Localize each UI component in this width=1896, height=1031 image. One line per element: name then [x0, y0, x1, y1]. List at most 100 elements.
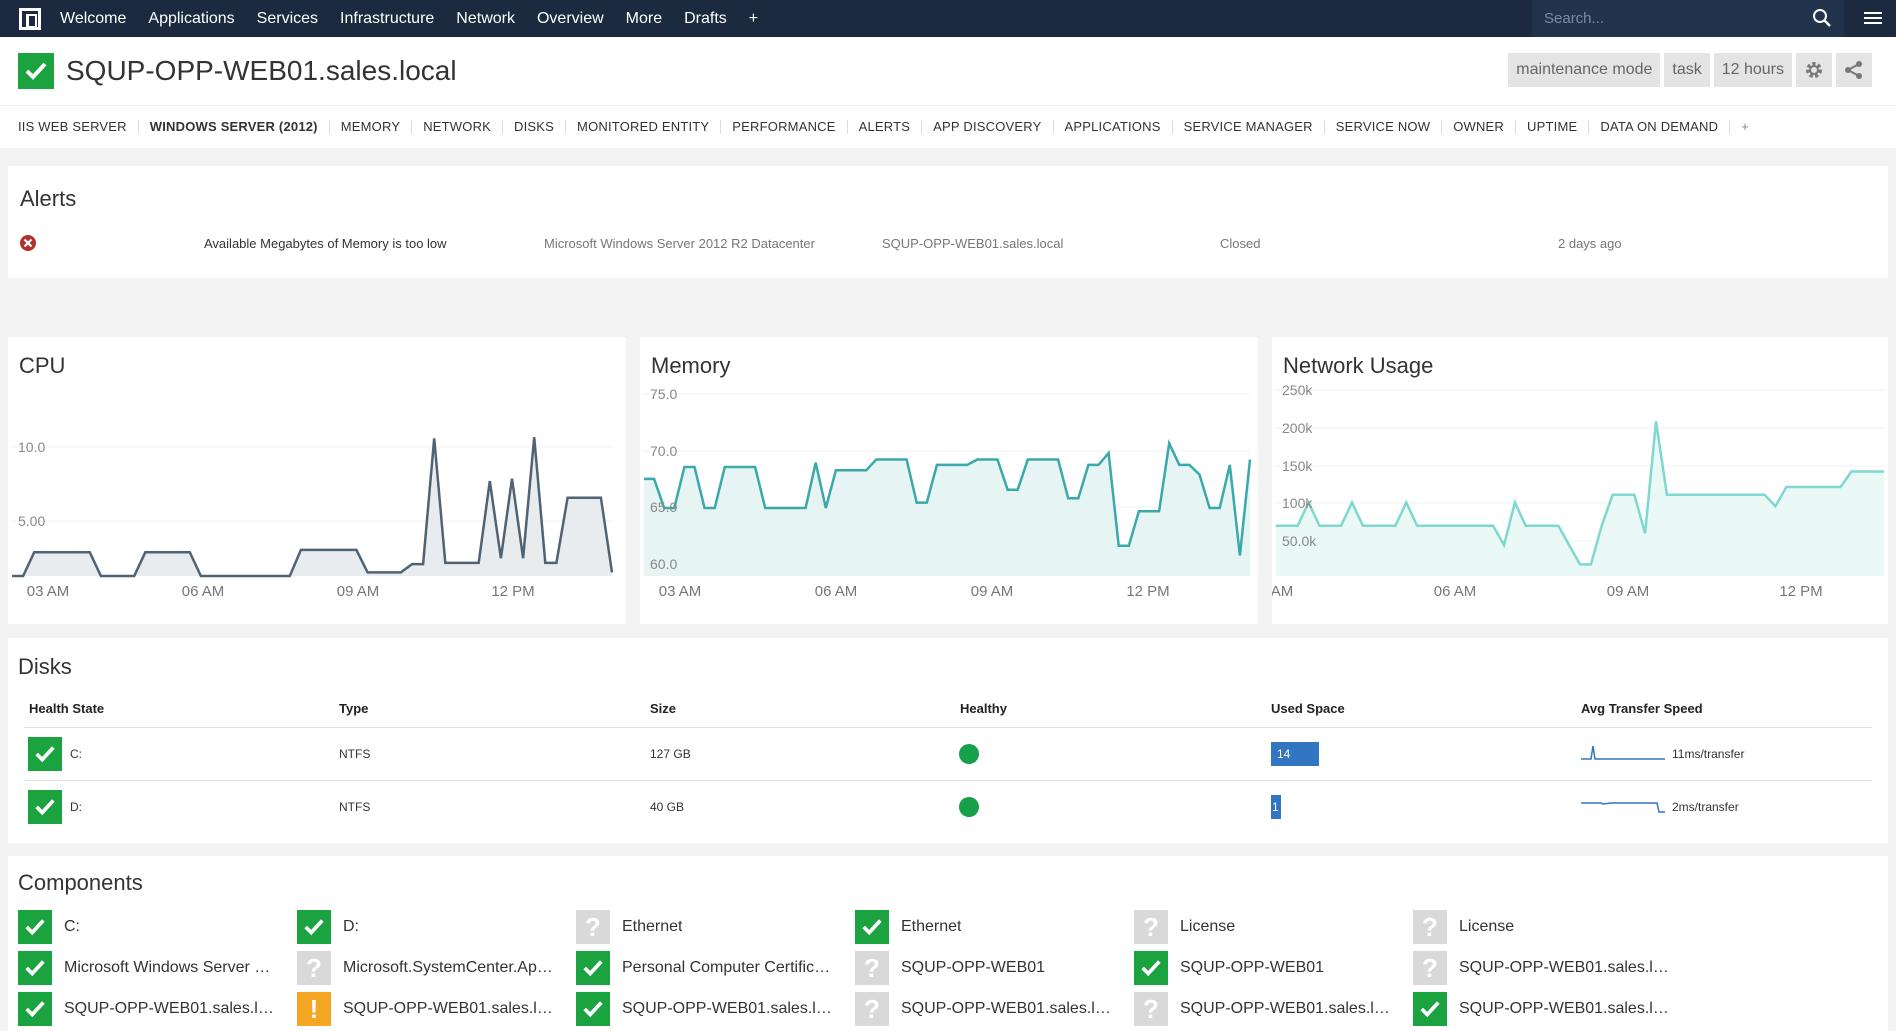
component-label: SQUP-OPP-WEB01.sales.local [64, 1000, 276, 1017]
health-ok-icon [18, 951, 52, 985]
divider [24, 780, 1872, 781]
health-ok-icon [18, 910, 52, 944]
component-label: SQUP-OPP-WEB01 [1180, 959, 1325, 976]
cpu-chart: 10.0 5.00 03 AM 06 AM 09 AM 12 PM [12, 437, 614, 600]
col-size[interactable]: Size [650, 701, 677, 716]
disk-size: 127 GB [650, 747, 691, 761]
col-type[interactable]: Type [339, 701, 369, 716]
disks-title: Disks [18, 654, 72, 679]
divider [24, 727, 1872, 728]
nav-more[interactable]: More [625, 10, 663, 27]
health-ok-icon [855, 910, 889, 944]
health-ok-icon [297, 910, 331, 944]
tab-performance[interactable]: PERFORMANCE [721, 120, 848, 134]
nav-applications[interactable]: Applications [148, 10, 235, 27]
x-tick-label: 06 AM [182, 583, 225, 600]
tab-uptime[interactable]: UPTIME [1516, 120, 1590, 134]
menu-icon[interactable] [1864, 9, 1882, 27]
search-icon[interactable] [1812, 8, 1832, 28]
tab-data-on-demand[interactable]: DATA ON DEMAND [1589, 120, 1731, 134]
component-item[interactable]: C: [18, 910, 80, 944]
share-icon[interactable] [1836, 53, 1872, 87]
table-row[interactable]: D: NTFS 40 GB 1 2ms/transfer [8, 781, 1888, 833]
component-label: Microsoft.SystemCenter.Apm.... [343, 959, 555, 976]
tab-monitored-entity[interactable]: MONITORED ENTITY [566, 120, 722, 134]
memory-chart: 75.0 70.0 65.0 60.0 03 AM 06 AM 09 AM 12 PM [644, 386, 1252, 600]
tab-owner[interactable]: OWNER [1442, 120, 1517, 134]
health-ok-icon [28, 737, 62, 771]
component-item[interactable]: ? Microsoft.SystemCenter.Apm.... [297, 951, 555, 985]
component-label: SQUP-OPP-WEB01.sales.local [901, 1000, 1113, 1017]
component-item[interactable]: SQUP-OPP-WEB01 [1134, 951, 1324, 985]
tab-windows-server[interactable]: WINDOWS SERVER (2012) [139, 120, 330, 134]
col-avg-transfer-speed[interactable]: Avg Transfer Speed [1581, 701, 1703, 716]
tab-disks[interactable]: DISKS [503, 120, 567, 134]
component-item[interactable]: SQUP-OPP-WEB01.sales.local [18, 992, 276, 1026]
component-item[interactable]: ? License [1134, 910, 1235, 944]
maintenance-mode-button[interactable]: maintenance mode [1508, 53, 1661, 87]
tab-app-discovery[interactable]: APP DISCOVERY [922, 120, 1054, 134]
alert-row[interactable]: Available Megabytes of Memory is too low… [8, 232, 1888, 256]
components-panel: Components C: D:? Ethernet Ethernet? License… [8, 856, 1888, 1031]
nav-drafts[interactable]: Drafts [684, 10, 727, 27]
x-tick-label: 12 PM [1126, 583, 1169, 600]
x-tick-label: 06 AM [1434, 583, 1477, 600]
nav-welcome[interactable]: Welcome [60, 10, 127, 27]
disk-speed: 11ms/transfer [1672, 747, 1745, 761]
component-label: Ethernet [901, 918, 962, 935]
search-input[interactable] [1532, 10, 1802, 27]
component-item[interactable]: ? License [1413, 910, 1514, 944]
y-tick-label: 100k [1282, 495, 1313, 511]
timeframe-button[interactable]: 12 hours [1713, 53, 1792, 87]
component-item[interactable]: D: [297, 910, 359, 944]
tab-service-now[interactable]: SERVICE NOW [1325, 120, 1443, 134]
unknown-status-icon: ? [576, 910, 610, 944]
component-item[interactable]: ! SQUP-OPP-WEB01.sales.local [297, 992, 555, 1026]
component-item[interactable]: ? SQUP-OPP-WEB01.sales.local [1413, 951, 1671, 985]
component-item[interactable]: ? SQUP-OPP-WEB01.sales.local [1134, 992, 1392, 1026]
y-tick-label: 150k [1282, 458, 1313, 474]
network-chart-panel: Network Usage 250k 200k 150k 100k 50.0k AM 06 … [1272, 337, 1888, 624]
col-health-state[interactable]: Health State [29, 701, 105, 716]
health-ok-icon [18, 53, 54, 89]
x-tick-label: 03 AM [659, 583, 702, 600]
x-tick-label: 09 AM [337, 583, 380, 600]
tab-memory[interactable]: MEMORY [330, 120, 413, 134]
y-tick-label: 5.00 [18, 513, 45, 529]
component-item[interactable]: ? SQUP-OPP-WEB01.sales.local [855, 992, 1113, 1026]
task-button[interactable]: task [1664, 53, 1710, 87]
component-item[interactable]: Microsoft Windows Server 20... [18, 951, 276, 985]
nav-services[interactable]: Services [256, 10, 319, 27]
col-healthy[interactable]: Healthy [960, 701, 1007, 716]
alert-error-icon [20, 235, 36, 251]
component-item[interactable]: SQUP-OPP-WEB01.sales.local [576, 992, 834, 1026]
healthy-indicator [959, 797, 979, 817]
alerts-panel: Alerts Available Megabytes of Memory is … [8, 166, 1888, 278]
y-tick-label: 200k [1282, 420, 1313, 436]
tab-applications[interactable]: APPLICATIONS [1054, 120, 1173, 134]
component-item[interactable]: Ethernet [855, 910, 961, 944]
nav-add-button[interactable]: + [748, 10, 759, 27]
nav-network[interactable]: Network [456, 10, 515, 27]
nav-infrastructure[interactable]: Infrastructure [340, 10, 435, 27]
app-logo[interactable] [10, 0, 50, 37]
component-item[interactable]: ? SQUP-OPP-WEB01 [855, 951, 1045, 985]
tab-iis-web-server[interactable]: IIS WEB SERVER [18, 120, 139, 134]
nav-overview[interactable]: Overview [536, 10, 604, 27]
health-ok-icon [18, 992, 52, 1026]
disks-table-header: Health State Type Size Healthy Used Spac… [8, 701, 1888, 723]
search-box [1532, 0, 1844, 37]
tab-alerts[interactable]: ALERTS [848, 120, 923, 134]
table-row[interactable]: C: NTFS 127 GB 14 11ms/transfer [8, 728, 1888, 780]
add-tab-button[interactable]: + [1741, 119, 1750, 134]
component-item[interactable]: ? Ethernet [576, 910, 682, 944]
settings-gear-icon[interactable] [1796, 53, 1832, 87]
tab-network[interactable]: NETWORK [412, 120, 504, 134]
component-item[interactable]: Personal Computer Certificate... [576, 951, 834, 985]
component-item[interactable]: SQUP-OPP-WEB01.sales.local [1413, 992, 1671, 1026]
component-label: SQUP-OPP-WEB01 [901, 959, 1046, 976]
page-title: SQUP-OPP-WEB01.sales.local [66, 55, 457, 86]
tab-service-manager[interactable]: SERVICE MANAGER [1173, 120, 1325, 134]
network-chart-title: Network Usage [1283, 353, 1434, 378]
col-used-space[interactable]: Used Space [1271, 701, 1345, 716]
